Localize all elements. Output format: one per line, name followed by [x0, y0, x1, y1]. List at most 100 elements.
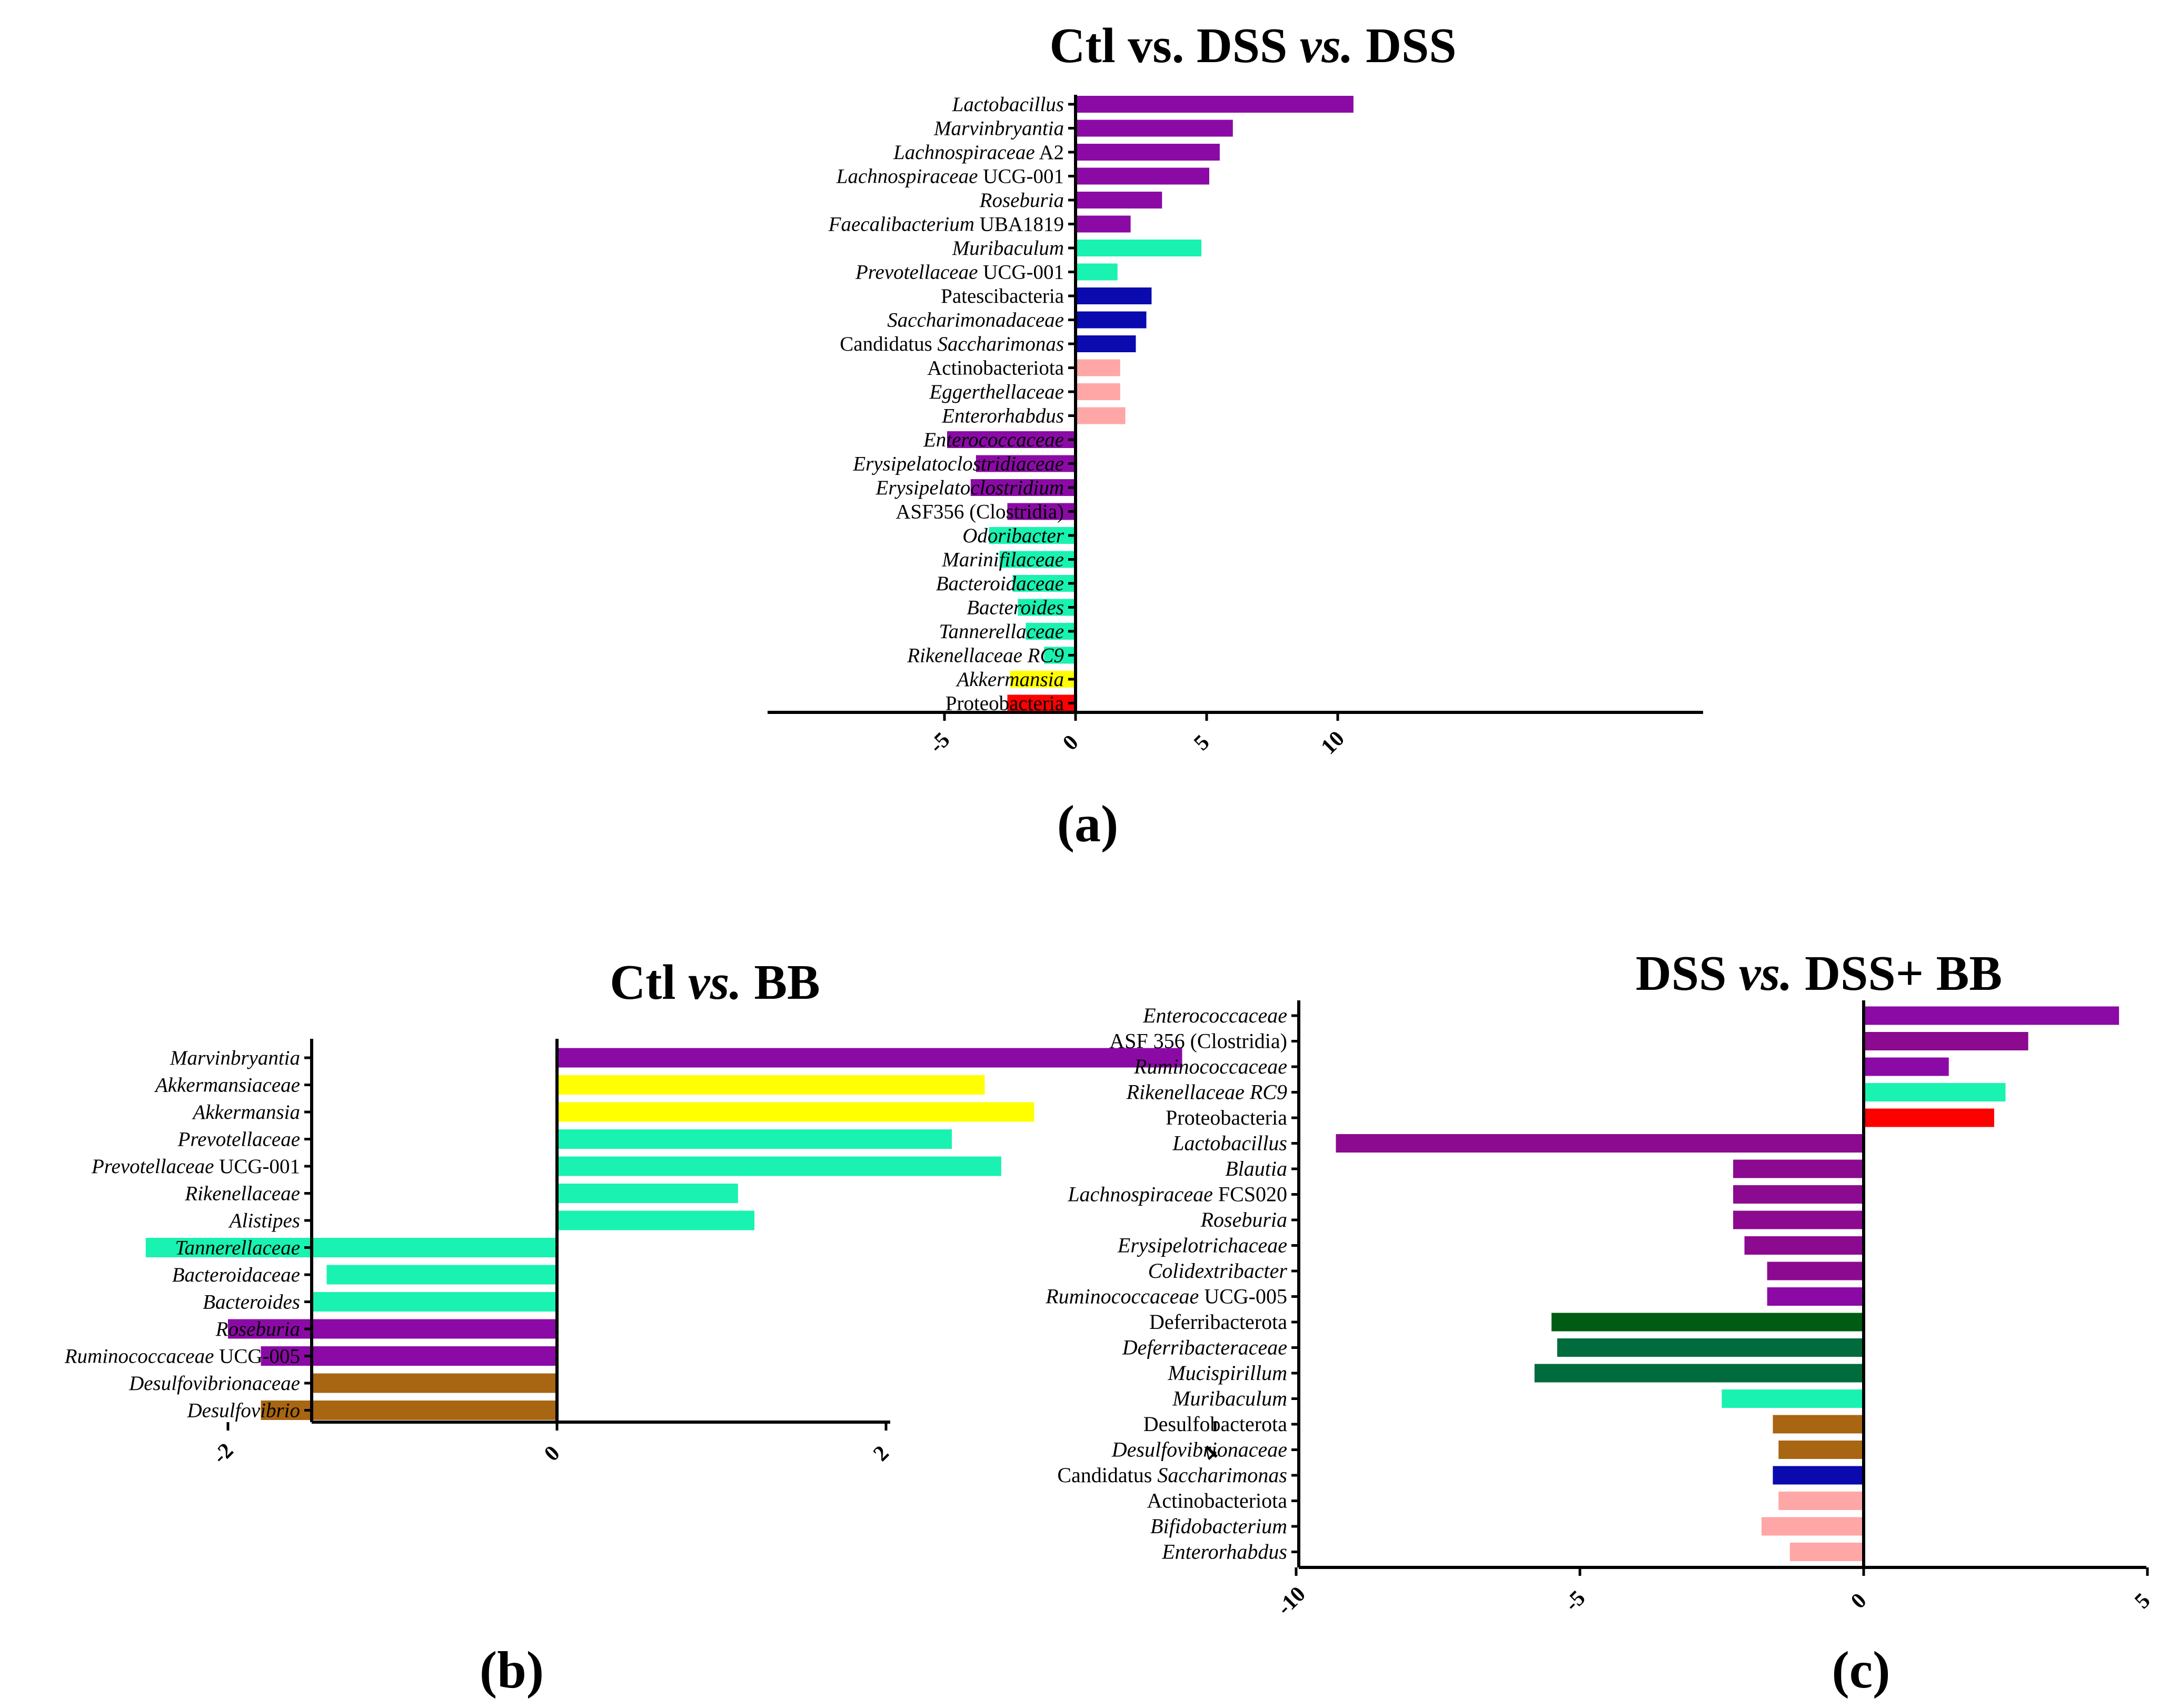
category-label-c-candidatus-saccharimonas: Candidatus Saccharimonas [1057, 1463, 1287, 1487]
category-label-part: Mucispirillum [1167, 1361, 1287, 1385]
category-label-part: UCG-001 [978, 261, 1064, 284]
xtick-label-a-10: 10 [1317, 727, 1349, 759]
category-label-c-actinobacteriota: Actinobacteriota [1147, 1489, 1287, 1513]
category-label-part: Eggerthellaceae [929, 381, 1064, 403]
bar-c-erysipelotrichaceae [1744, 1236, 1864, 1255]
category-label-b-desulfovibrio: Desulfovibrio [187, 1399, 300, 1422]
category-label-c-mucispirillum: Mucispirillum [1167, 1361, 1287, 1385]
category-label-part: Deferribacterota [1149, 1310, 1287, 1334]
bar-a-actinobacteriota [1076, 359, 1120, 376]
chart-a-title-2: vs. [1300, 18, 1354, 73]
category-label-c-ruminococcaceae: Ruminococcaceae [1133, 1055, 1287, 1078]
category-label-c-deferribacteraceae: Deferribacteraceae [1122, 1336, 1287, 1359]
category-label-a-saccharimonadaceae: Saccharimonadaceae [887, 309, 1064, 332]
category-label-c-proteobacteria: Proteobacteria [1166, 1106, 1287, 1129]
category-label-c-deferribacterota: Deferribacterota [1149, 1310, 1287, 1334]
category-label-b-prevotellaceae: Prevotellaceae [177, 1128, 300, 1151]
category-label-part: Candidatus [1057, 1463, 1152, 1487]
bar-b-desulfovibrionaceae [310, 1373, 558, 1393]
category-label-part: Tannerellaceae [939, 620, 1064, 643]
chart-b-title-2: vs. [688, 955, 742, 1010]
category-label-c-bifidobacterium: Bifidobacterium [1150, 1514, 1287, 1538]
chart-c-title-3: DSS+ BB [1805, 946, 2002, 1001]
category-label-part: Lachnospiraceae [893, 141, 1035, 164]
category-label-part: Akkermansia [955, 668, 1064, 691]
category-label-part: Desulfovibrionaceae [128, 1372, 300, 1395]
category-label-part: Desulfobacterota [1143, 1412, 1287, 1436]
xtick-label-b-2: 2 [869, 1441, 893, 1466]
bar-a-roseburia [1076, 192, 1162, 208]
category-label-part: UCG-005 [1199, 1285, 1287, 1308]
xtick-label-c--5: -5 [1560, 1586, 1590, 1616]
category-label-b-alistipes: Alistipes [228, 1209, 300, 1232]
bar-b-roseburia [228, 1319, 557, 1339]
category-label-a-rikenellaceae-rc9: Rikenellaceae RC9 [907, 644, 1064, 667]
category-label-c-colidextribacter: Colidextribacter [1148, 1259, 1288, 1283]
category-label-a-marinifilaceae: Marinifilaceae [941, 549, 1064, 571]
category-label-part: Proteobacteria [946, 692, 1064, 715]
bar-a-bacteroidaceae [1012, 575, 1076, 592]
bar-a-asf356-clostridia [1007, 503, 1076, 520]
category-label-part: Bifidobacterium [1150, 1514, 1287, 1538]
category-label-b-marvinbryantia: Marvinbryantia [170, 1047, 300, 1069]
bar-c-desulfobacterota [1773, 1415, 1864, 1434]
category-label-c-ruminococcaceae-ucg-005: Ruminococcaceae UCG-005 [1045, 1285, 1287, 1308]
category-label-part: Saccharimonadaceae [887, 309, 1064, 332]
bar-c-ruminococcaceae [1864, 1057, 1949, 1076]
chart-b-title-3: BB [754, 955, 820, 1010]
bar-c-mucispirillum [1534, 1364, 1864, 1383]
bar-a-akkermansia [1010, 671, 1076, 688]
category-label-part: Lachnospiraceae [1067, 1183, 1213, 1206]
category-label-part: ASF [1109, 1029, 1148, 1053]
bar-a-enterorhabdus [1076, 407, 1126, 424]
category-label-part: UBA1819 [974, 213, 1064, 236]
category-label-part: FCS020 [1213, 1183, 1287, 1206]
category-label-a-eggerthellaceae: Eggerthellaceae [929, 381, 1064, 403]
xtick-label-c-5: 5 [2130, 1588, 2155, 1613]
category-label-part: Desulfovibrionaceae [1111, 1438, 1287, 1462]
category-label-part: RC9 [1022, 644, 1064, 667]
panel-b: Ctl vs. BB Marvinbryantia Akkermansiaceae… [64, 955, 1223, 1699]
category-label-a-asf356-clostridia: ASF356 (Clostridia) [896, 501, 1064, 523]
bar-c-proteobacteria [1864, 1108, 1994, 1127]
category-label-b-desulfovibrionaceae: Desulfovibrionaceae [128, 1372, 300, 1395]
bar-a-muribaculum [1076, 240, 1201, 256]
category-label-part: Ruminococcaceae [1045, 1285, 1199, 1308]
category-label-a-actinobacteriota: Actinobacteriota [927, 357, 1064, 380]
category-label-part: Proteobacteria [1166, 1106, 1287, 1129]
chart-a-title-1: Ctl vs. DSS [1049, 18, 1287, 73]
bar-a-bacteroides [1018, 599, 1076, 616]
category-label-c-muribaculum: Muribaculum [1172, 1387, 1287, 1411]
category-label-part: Enterorhabdus [941, 405, 1064, 428]
category-label-b-rikenellaceae: Rikenellaceae [184, 1183, 300, 1205]
category-label-part: Enterococcaceae [1142, 1004, 1287, 1027]
category-label-part: Ruminococcaceae [1133, 1055, 1287, 1078]
bar-b-prevotellaceae [557, 1129, 952, 1149]
category-label-part: Alistipes [228, 1209, 300, 1232]
category-label-part: Tannerellaceae [175, 1237, 300, 1259]
category-label-a-lactobacillus: Lactobacillus [952, 93, 1064, 116]
category-label-part: Rikenellaceae [184, 1183, 300, 1205]
bar-c-deferribacteraceae [1557, 1338, 1864, 1357]
bar-a-marinifilaceae [999, 551, 1076, 568]
category-label-part: Lachnospiraceae [836, 165, 978, 188]
category-label-b-akkermansiaceae: Akkermansiaceae [154, 1074, 300, 1097]
bar-c-deferribacterota [1551, 1313, 1864, 1332]
bar-b-rikenellaceae [557, 1184, 738, 1203]
bar-c-muribaculum [1722, 1389, 1864, 1408]
category-label-c-asf-356-clostridia: ASF 356 (Clostridia) [1109, 1029, 1287, 1053]
category-label-part: Prevotellaceae [855, 261, 978, 284]
panel-c-label: (c) [1832, 1641, 1891, 1699]
category-label-part: Ruminococcaceae [64, 1345, 214, 1368]
category-label-c-blautia: Blautia [1225, 1157, 1287, 1180]
xtick-label-c-0: 0 [1846, 1588, 1871, 1613]
bar-b-bacteroides [310, 1292, 558, 1312]
category-label-b-bacteroides: Bacteroides [203, 1291, 300, 1314]
category-label-part: RC9 [1245, 1080, 1287, 1104]
xtick-label-a-0: 0 [1058, 730, 1083, 755]
category-label-a-candidatus-saccharimonas: Candidatus Saccharimonas [840, 333, 1064, 355]
category-label-part: Faecalibacterium [828, 213, 974, 236]
bar-a-erysipelatoclostridium [970, 479, 1076, 496]
category-label-a-erysipelatoclostridium: Erysipelatoclostridium [875, 476, 1064, 499]
chart-a-title-3: DSS [1366, 18, 1456, 73]
